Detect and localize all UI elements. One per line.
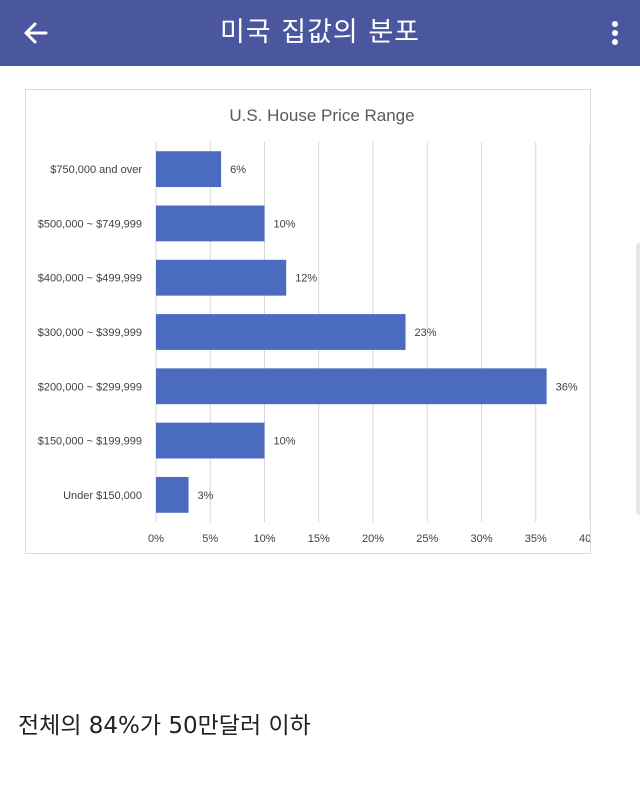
x-tick-label: 0% <box>148 533 164 545</box>
chart-category-labels: $750,000 and over $500,000 ~ $749,999 $400… <box>38 164 143 502</box>
back-button[interactable] <box>14 12 58 54</box>
bar <box>156 422 265 459</box>
more-vertical-icon <box>612 21 618 45</box>
bar-chart: U.S. House Price Range $750,000 and over… <box>38 106 590 545</box>
bar <box>156 205 265 242</box>
bar <box>156 151 222 188</box>
data-label: 6% <box>230 164 246 176</box>
chart-image: U.S. House Price Range $750,000 and over… <box>25 89 591 554</box>
chart-x-tick-labels: 0% 5% 10% 15% 20% 25% 30% 35% 40% <box>148 533 590 545</box>
chart-value-labels: 6% 10% 12% 23% 36% 10% 3% <box>198 164 578 502</box>
arrow-left-icon <box>24 22 48 44</box>
data-label: 10% <box>274 218 296 230</box>
x-tick-label: 20% <box>362 533 384 545</box>
x-tick-label: 30% <box>470 533 492 545</box>
x-tick-label: 5% <box>202 533 218 545</box>
category-label: $500,000 ~ $749,999 <box>38 218 142 230</box>
chart-bars <box>156 151 547 513</box>
x-tick-label: 10% <box>253 533 275 545</box>
bar <box>156 314 406 350</box>
category-label: Under $150,000 <box>63 490 142 502</box>
bar <box>156 476 189 513</box>
x-tick-label: 25% <box>416 533 438 545</box>
chart-title: U.S. House Price Range <box>229 106 414 125</box>
app-bar: 미국 집값의 분포 <box>0 0 640 66</box>
category-label: $400,000 ~ $499,999 <box>38 273 142 285</box>
x-tick-label: 40% <box>579 533 590 545</box>
bar <box>156 259 287 296</box>
category-label: $150,000 ~ $199,999 <box>38 436 142 448</box>
bar <box>156 368 547 405</box>
scroll-edge-handle[interactable] <box>636 243 640 515</box>
data-label: 23% <box>415 327 437 339</box>
data-label: 10% <box>274 436 296 448</box>
caption-text: 전체의 84%가 50만달러 이하 <box>18 713 311 739</box>
data-label: 12% <box>295 273 317 285</box>
category-label: $200,000 ~ $299,999 <box>38 381 142 393</box>
category-label: $750,000 and over <box>50 164 142 176</box>
x-tick-label: 35% <box>525 533 547 545</box>
page-title: 미국 집값의 분포 <box>219 17 421 48</box>
more-options-button[interactable] <box>600 12 630 54</box>
category-label: $300,000 ~ $399,999 <box>38 327 142 339</box>
x-tick-label: 15% <box>308 533 330 545</box>
data-label: 36% <box>556 381 578 393</box>
data-label: 3% <box>198 490 214 502</box>
